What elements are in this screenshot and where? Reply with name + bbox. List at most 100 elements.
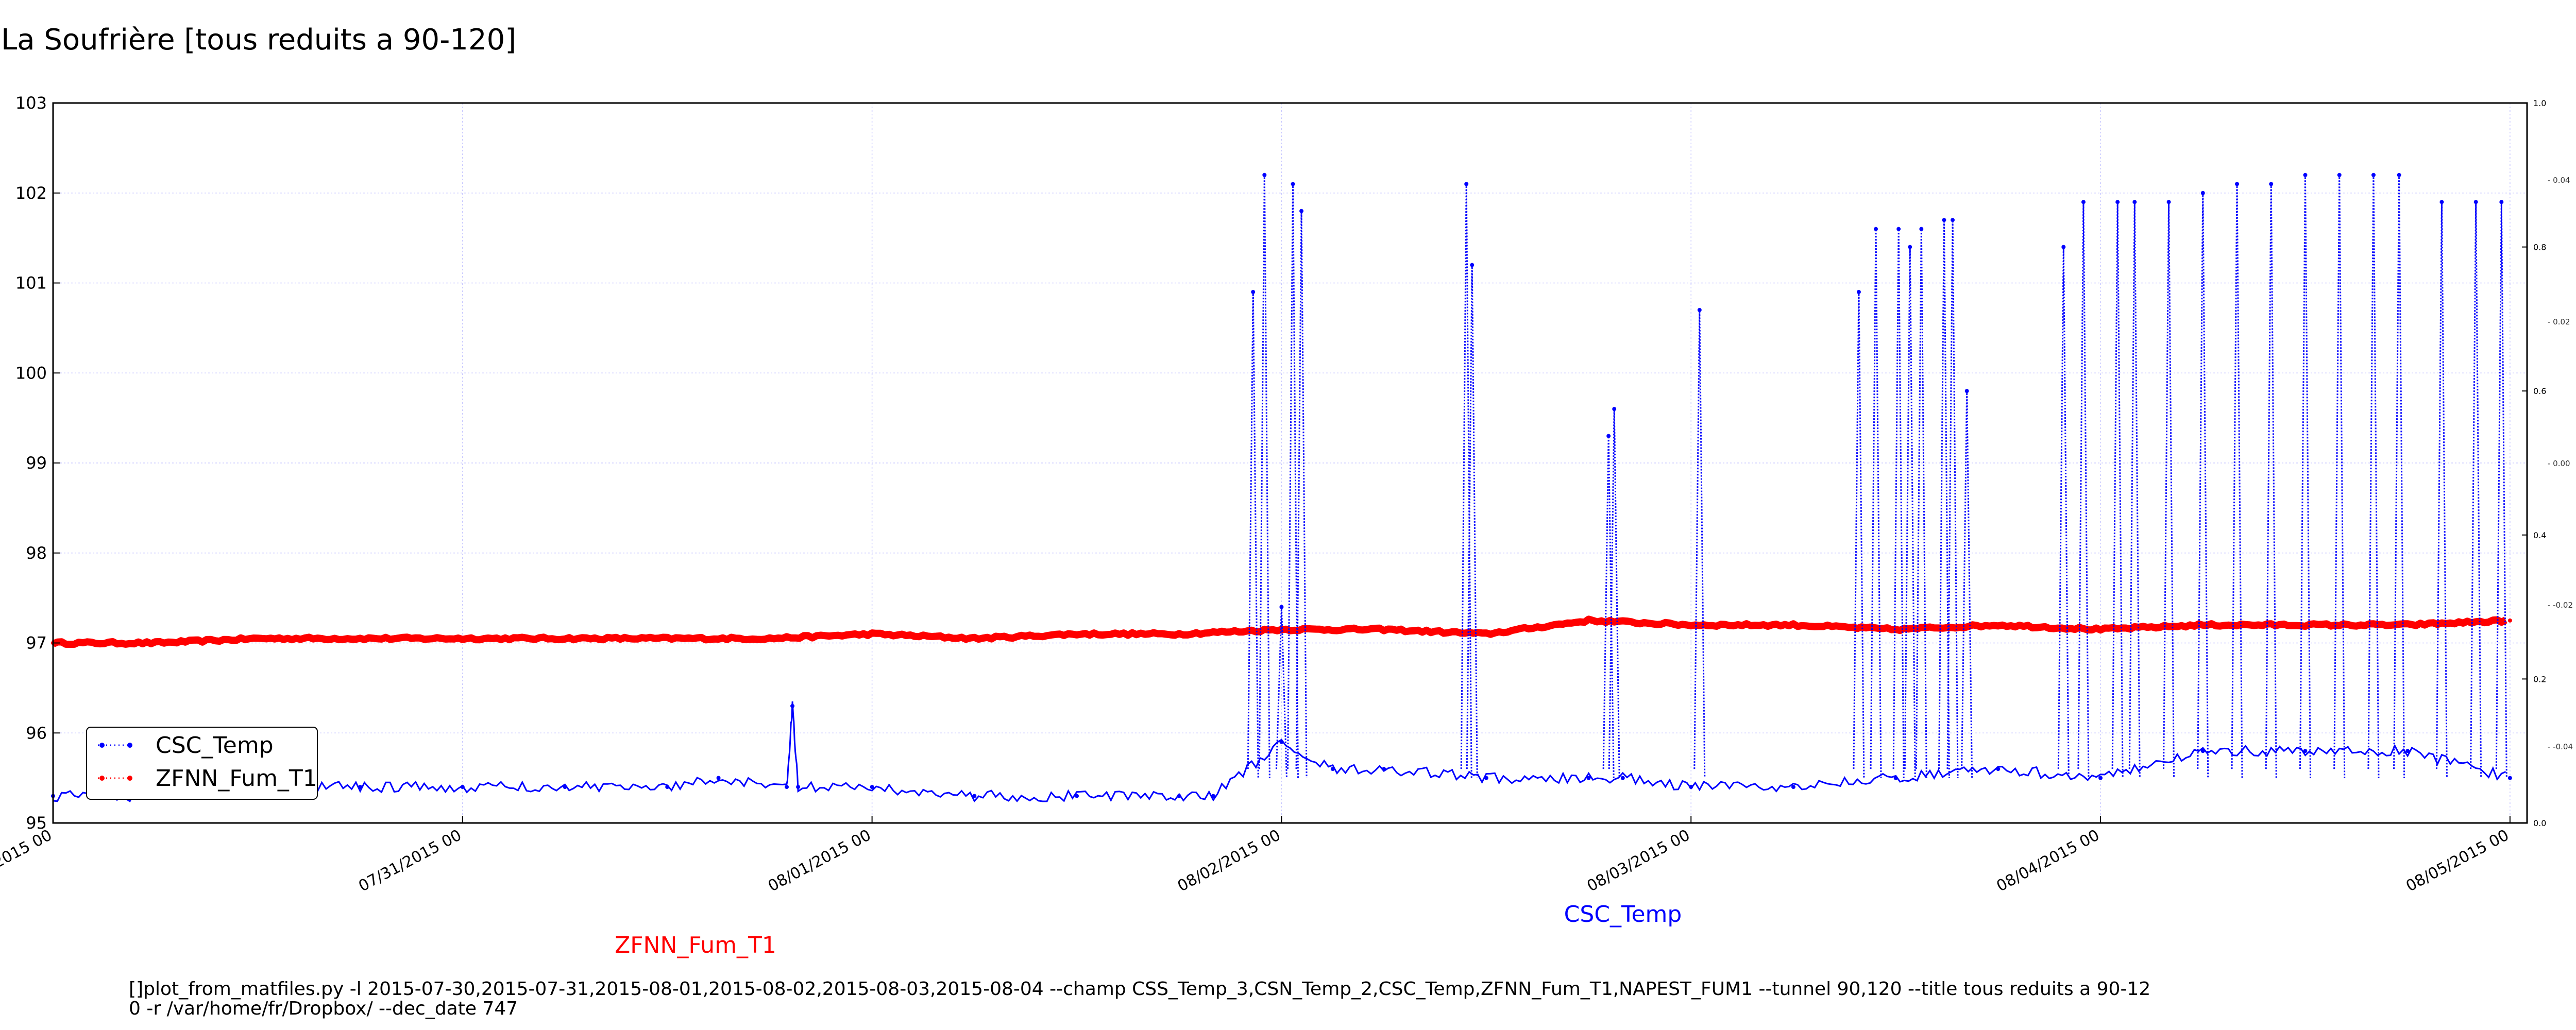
data-point-csc-temp bbox=[870, 785, 874, 789]
data-point-csc-temp bbox=[796, 785, 801, 789]
data-point-zfnn-fum-t1 bbox=[358, 636, 363, 641]
right-outer-tick-label: 1.0 bbox=[2533, 98, 2546, 108]
spike-csc-temp bbox=[1961, 391, 1973, 778]
spike-csc-temp bbox=[1904, 247, 1916, 778]
right-inner-tick-label: - 0.04 bbox=[2548, 176, 2570, 185]
data-point-csc-temp bbox=[460, 785, 465, 789]
spike-peak-csc-temp bbox=[2081, 200, 2086, 204]
spike-csc-temp bbox=[2393, 175, 2405, 778]
spike-csc-temp bbox=[2057, 247, 2070, 778]
spike-csc-temp bbox=[2197, 193, 2209, 778]
data-point-csc-temp bbox=[2507, 776, 2512, 780]
legend-box bbox=[86, 727, 318, 800]
chart-title: La Soufrière [tous reduits a 90-120] bbox=[1, 23, 516, 57]
data-point-zfnn-fum-t1 bbox=[2405, 623, 2410, 627]
legend-marker-zfnn-fum-t1 bbox=[127, 776, 132, 781]
spike-peak-csc-temp bbox=[2371, 173, 2376, 177]
spike-peak-csc-temp bbox=[2473, 200, 2478, 204]
legend-marker-csc-temp bbox=[99, 743, 105, 748]
data-point-zfnn-fum-t1 bbox=[153, 641, 158, 645]
y-tick-label: 103 bbox=[15, 93, 47, 113]
data-point-zfnn-fum-t1 bbox=[972, 636, 977, 641]
data-point-csc-temp bbox=[1211, 794, 1215, 798]
data-point-csc-temp bbox=[1484, 776, 1488, 780]
spike-csc-temp bbox=[2077, 202, 2090, 778]
right-inner-tick-label: - -0.04 bbox=[2548, 742, 2573, 751]
spike-csc-temp bbox=[1853, 291, 1865, 778]
legend-entry-zfnn-fum-t1: ZFNN_Fum_T1 bbox=[98, 765, 317, 792]
spike-peak-csc-temp bbox=[1697, 307, 1702, 312]
spike-peak-csc-temp bbox=[1942, 218, 1946, 222]
data-point-zfnn-fum-t1 bbox=[2303, 623, 2308, 627]
y-tick-label: 101 bbox=[15, 273, 47, 293]
y-tick-label: 95 bbox=[26, 813, 47, 833]
command-line-1: []plot_from_matfiles.py -l 2015-07-30,20… bbox=[129, 978, 2150, 1000]
legend-marker-zfnn-fum-t1 bbox=[99, 776, 105, 781]
spike-csc-temp bbox=[2231, 184, 2243, 778]
spike-peak-csc-temp bbox=[2115, 200, 2120, 204]
data-point-csc-temp bbox=[1893, 776, 1898, 780]
data-point-csc-temp bbox=[1586, 776, 1591, 780]
spike-peak-csc-temp bbox=[1251, 289, 1256, 294]
data-point-csc-temp bbox=[972, 794, 977, 798]
right-inner-tick-label: - -0.02 bbox=[2548, 600, 2573, 610]
spike-peak-csc-temp bbox=[1606, 434, 1611, 438]
data-point-zfnn-fum-t1 bbox=[1791, 623, 1795, 627]
spike-peak-csc-temp bbox=[2439, 200, 2444, 204]
data-point-zfnn-fum-t1 bbox=[1382, 627, 1386, 632]
data-point-zfnn-fum-t1 bbox=[2098, 627, 2103, 632]
spike-csc-temp bbox=[1938, 220, 1950, 778]
data-point-csc-temp bbox=[1996, 767, 2001, 771]
spike-peak-csc-temp bbox=[2499, 200, 2504, 204]
data-point-zfnn-fum-t1 bbox=[1484, 632, 1488, 637]
data-point-csc-temp bbox=[2303, 749, 2308, 753]
spike-peak-csc-temp bbox=[1896, 227, 1901, 231]
y-axis-left: 95 96 97 98 99 100 101 102 103 bbox=[15, 93, 60, 833]
data-point-zfnn-fum-t1 bbox=[767, 636, 772, 641]
data-point-zfnn-fum-t1 bbox=[1075, 632, 1079, 637]
x-tick-label: 07/30/2015 00 bbox=[0, 826, 55, 895]
y-tick-label: 99 bbox=[26, 453, 47, 473]
spike-peak-csc-temp bbox=[1291, 182, 1295, 186]
y-tick-label: 100 bbox=[15, 363, 47, 383]
spike-csc-temp bbox=[1258, 175, 1270, 778]
spike-csc-temp bbox=[2470, 202, 2482, 778]
data-point-zfnn-fum-t1 bbox=[870, 632, 874, 637]
data-point-csc-temp bbox=[665, 785, 670, 789]
spike-peak-csc-temp bbox=[2337, 173, 2342, 177]
spike-csc-temp bbox=[1892, 229, 1905, 778]
series-line-csc-temp bbox=[53, 701, 2506, 803]
y-tick-label: 102 bbox=[15, 183, 47, 203]
right-outer-tick-label: 0.4 bbox=[2533, 530, 2546, 540]
spike-peak-csc-temp bbox=[1299, 209, 1304, 213]
legend-label-csc-temp: CSC_Temp bbox=[156, 732, 274, 759]
spike-peak-csc-temp bbox=[1470, 263, 1475, 267]
spike-csc-temp bbox=[1915, 229, 1927, 778]
spike-peak-csc-temp bbox=[2061, 245, 2066, 249]
command-line-2: 0 -r /var/home/fr/Dropbox/ --dec_date 74… bbox=[129, 998, 518, 1019]
data-point-csc-temp bbox=[1330, 767, 1335, 771]
right-inner-tick-label: - 0.02 bbox=[2548, 317, 2570, 327]
y-tick-label: 98 bbox=[26, 543, 47, 563]
spike-csc-temp bbox=[2299, 175, 2311, 778]
data-point-zfnn-fum-t1 bbox=[1177, 632, 1181, 637]
spike-csc-temp bbox=[2435, 202, 2448, 778]
spike-peak-csc-temp bbox=[1964, 389, 1969, 393]
data-point-csc-temp bbox=[1279, 740, 1284, 744]
spike-csc-temp bbox=[2367, 175, 2380, 778]
data-point-csc-temp bbox=[2098, 776, 2103, 780]
spike-peak-csc-temp bbox=[1908, 245, 1912, 249]
x-tick-label: 08/03/2015 00 bbox=[1584, 826, 1693, 895]
spike-csc-temp bbox=[2265, 184, 2277, 778]
data-point-zfnn-fum-t1 bbox=[665, 636, 670, 641]
data-point-csc-temp bbox=[1620, 776, 1625, 780]
legend-entry-csc-temp: CSC_Temp bbox=[98, 732, 274, 759]
x-axis: 07/30/2015 00 07/31/2015 00 08/01/2015 00 0… bbox=[0, 816, 2512, 896]
spike-peak-csc-temp bbox=[1279, 605, 1284, 609]
spike-peak-csc-temp bbox=[1612, 407, 1617, 411]
spike-csc-temp bbox=[2111, 202, 2124, 778]
data-point-csc-temp bbox=[1382, 767, 1386, 771]
data-point-zfnn-fum-t1 bbox=[2507, 618, 2512, 623]
y-axis-right-outer: 0.0 0.2 0.4 0.6 0.8 1.0 bbox=[2522, 98, 2546, 828]
series-zfnn-fum-t1 bbox=[51, 615, 2512, 648]
